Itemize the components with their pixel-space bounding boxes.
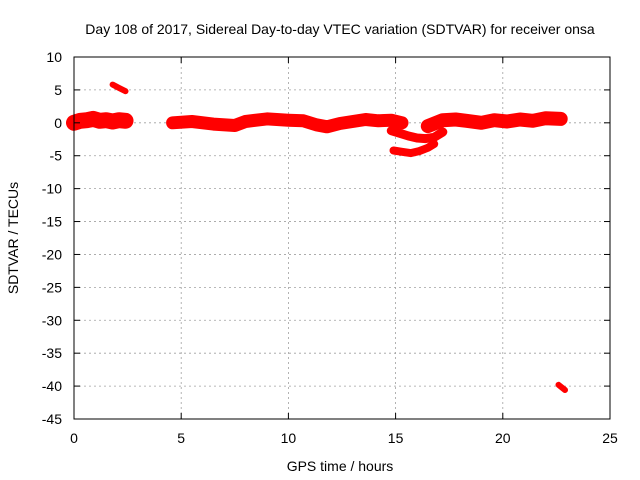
axis-ticks [73, 56, 611, 420]
y-tick-label: -25 [42, 279, 62, 295]
y-tick-label: -45 [42, 411, 62, 427]
x-tick-label: 15 [388, 430, 404, 446]
series-lower-arc [389, 139, 439, 158]
y-tick-label: -15 [42, 214, 62, 230]
x-tick-label: 20 [495, 430, 511, 446]
chart-title: Day 108 of 2017, Sidereal Day-to-day VTE… [85, 21, 595, 37]
x-tick-label: 0 [70, 430, 78, 446]
y-axis-label: SDTVAR / TECUs [5, 182, 21, 294]
x-tick-labels: 0 5 10 15 20 25 [70, 430, 618, 446]
y-tick-label: -40 [42, 378, 62, 394]
y-tick-label: -5 [50, 148, 63, 164]
x-axis-label: GPS time / hours [287, 458, 394, 474]
series-outlier-low [555, 381, 568, 393]
y-tick-label: -35 [42, 345, 62, 361]
series-main-band-1 [66, 110, 134, 131]
x-tick-label: 25 [602, 430, 618, 446]
y-tick-label: -10 [42, 181, 62, 197]
data-series [66, 81, 568, 393]
y-tick-label: -20 [42, 246, 62, 262]
series-dip-arc [386, 126, 448, 144]
y-tick-labels: 10 5 0 -5 -10 -15 -20 -25 -30 -35 -40 -45 [42, 49, 62, 427]
series-outlier-high [109, 81, 129, 95]
y-tick-label: 5 [54, 82, 62, 98]
series-main-band-2 [166, 112, 409, 134]
plot-frame [73, 56, 611, 420]
y-tick-label: -30 [42, 312, 62, 328]
y-tick-label: 0 [54, 115, 62, 131]
y-tick-label: 10 [46, 49, 62, 65]
series-main-band-3 [420, 111, 568, 134]
grid-lines [74, 57, 610, 419]
x-tick-label: 5 [177, 430, 185, 446]
x-tick-label: 10 [281, 430, 297, 446]
